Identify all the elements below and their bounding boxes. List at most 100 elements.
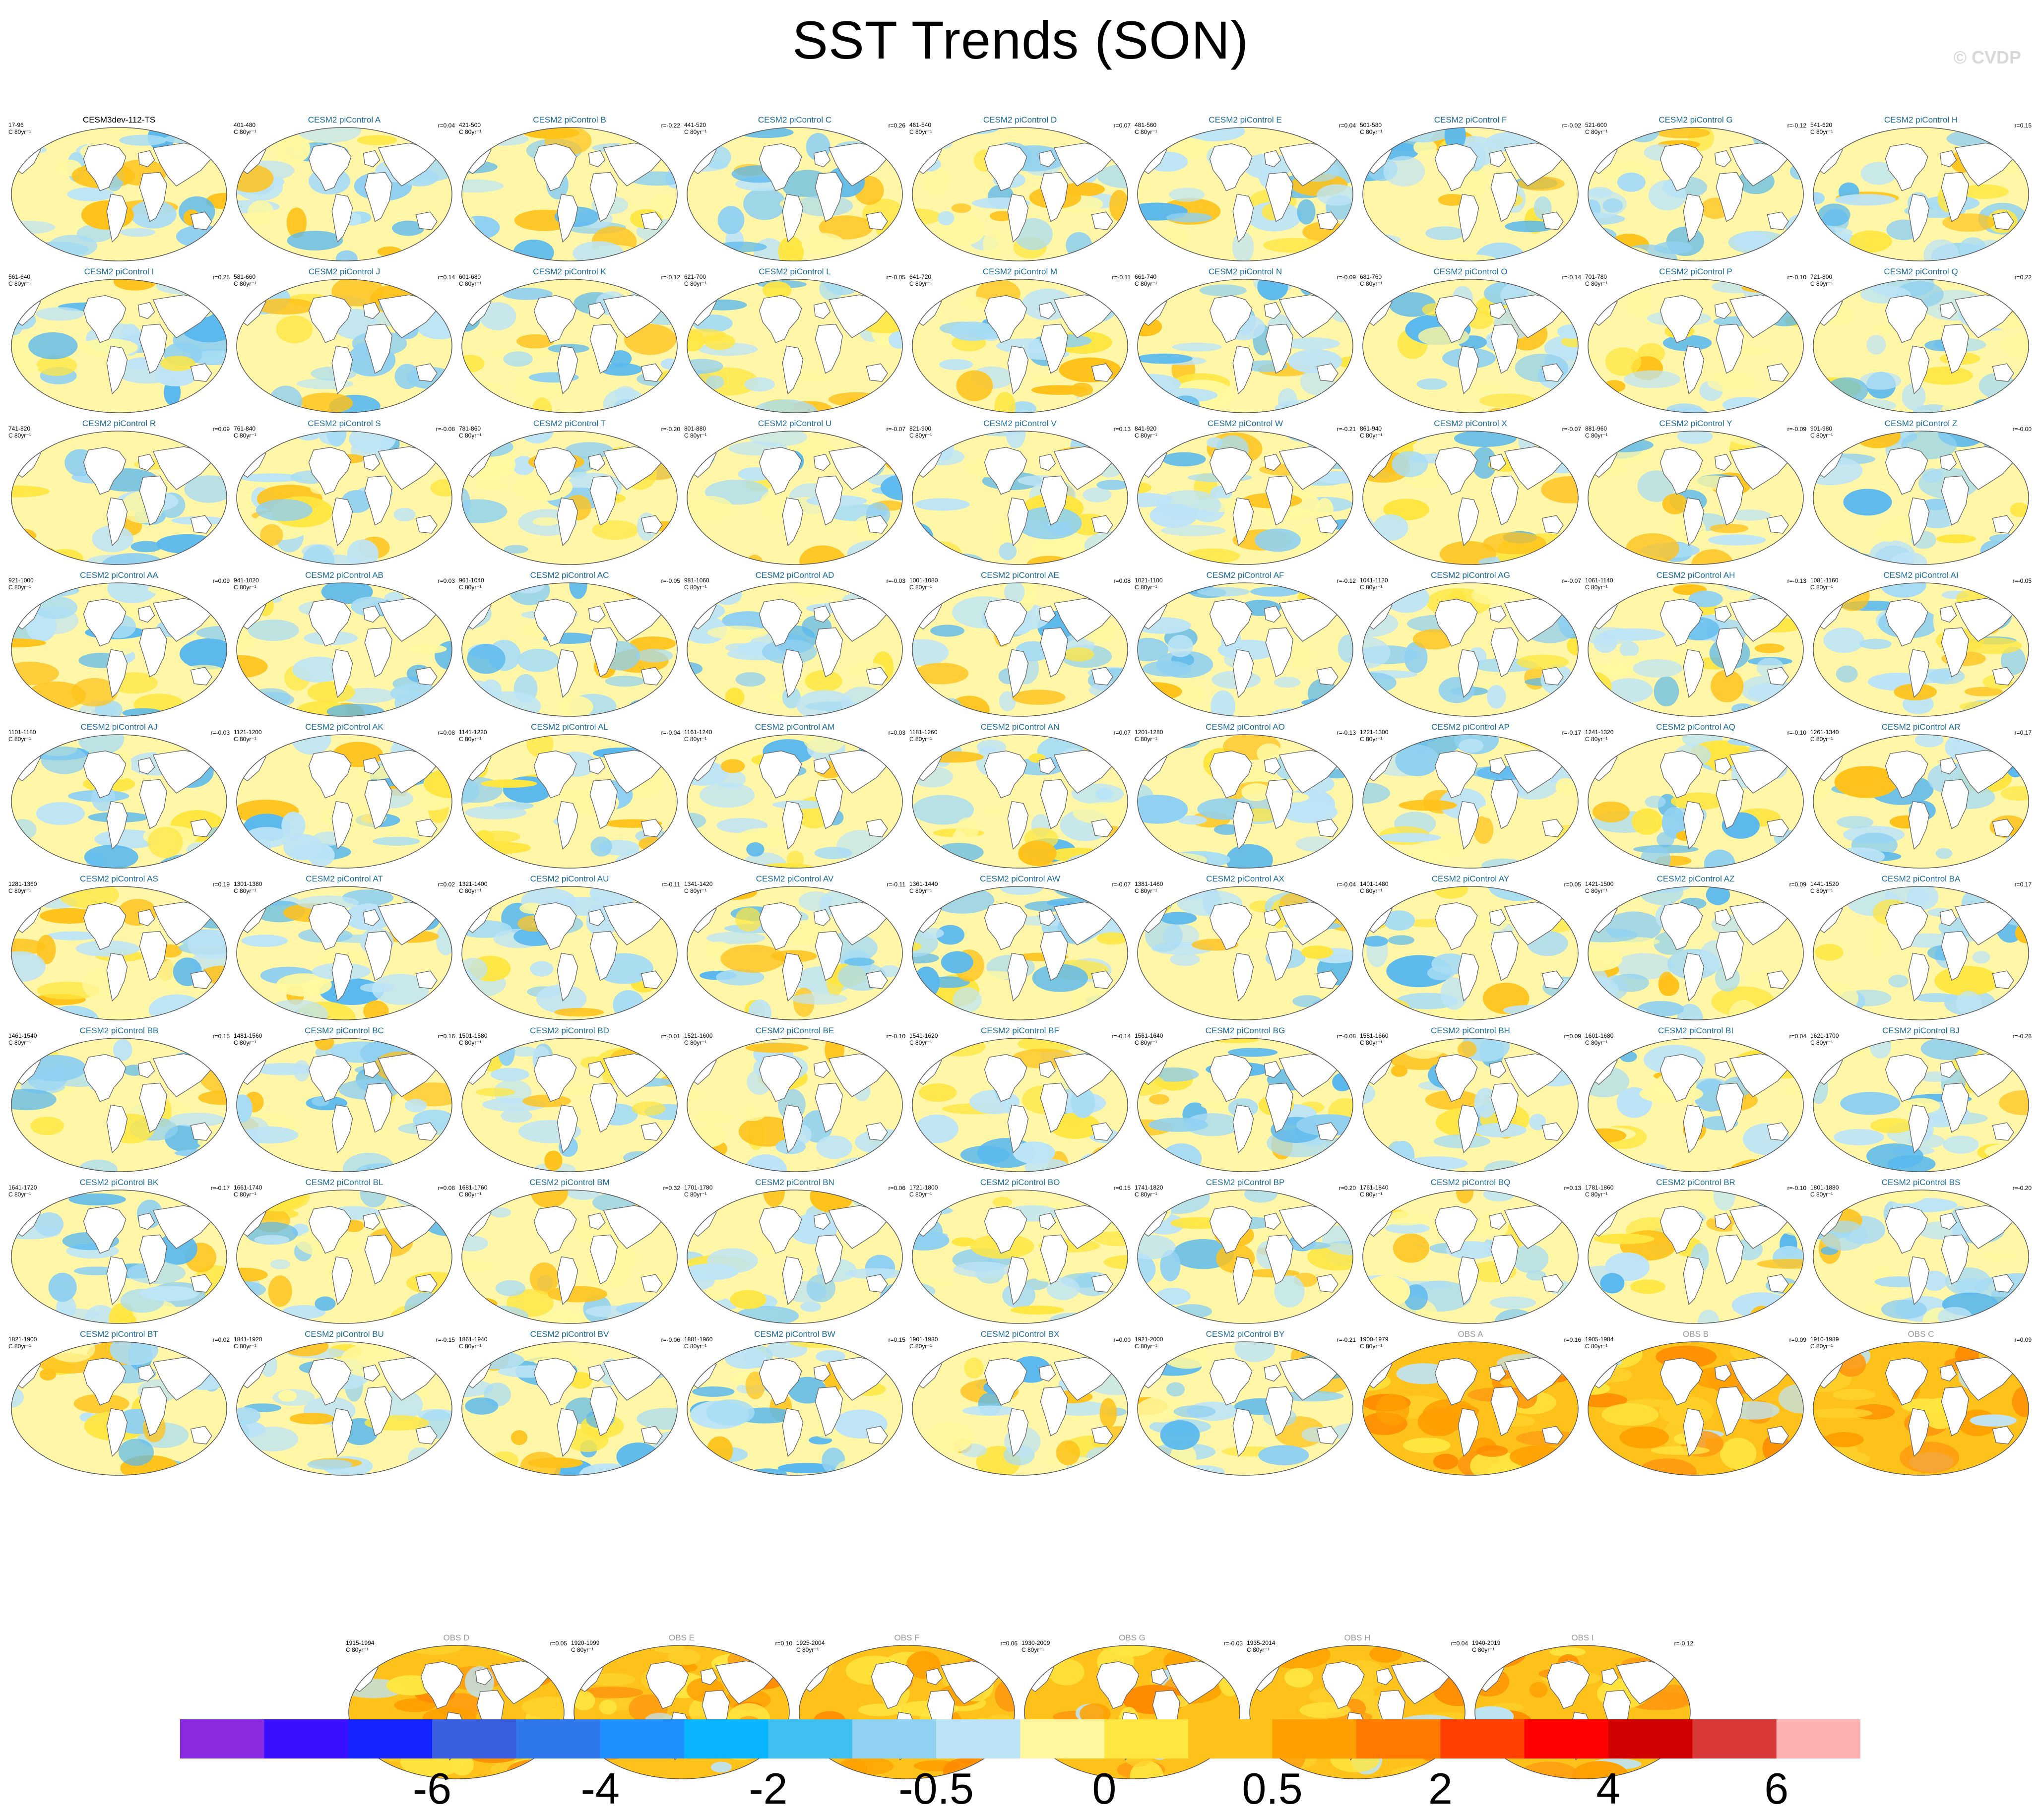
map-panel: CESM2 piControl K 601-680 C 80yr⁻¹ r=-0.12: [457, 267, 682, 416]
panel-years: 721-800: [1810, 273, 1833, 280]
panel-correlation: r=0.03: [438, 577, 455, 584]
panel-unit: C 80yr⁻¹: [234, 1343, 256, 1350]
panel-years: 1201-1280: [1135, 729, 1163, 736]
sst-trend-map: [236, 1190, 452, 1324]
map-panel: CESM2 piControl AZ 1421-1500 C 80yr⁻¹ r=0.0…: [1583, 874, 1808, 1023]
panel-title: CESM2 piControl Y: [1659, 419, 1732, 428]
map-panel: CESM2 piControl AG 1041-1120 C 80yr⁻¹ r=-0.…: [1358, 570, 1583, 719]
sst-trend-map: [11, 1190, 227, 1324]
panel-years: 581-660: [234, 273, 256, 280]
panel-years: 1681-1760: [459, 1184, 488, 1191]
colorbar-tick-label: 2: [1428, 1764, 1453, 1813]
colorbar-swatch: [1608, 1719, 1693, 1758]
panel-correlation: r=0.04: [438, 122, 455, 129]
panel-unit: C 80yr⁻¹: [459, 1191, 482, 1198]
panel-unit: C 80yr⁻¹: [571, 1646, 594, 1653]
panel-unit: C 80yr⁻¹: [8, 736, 31, 743]
panel-unit: C 80yr⁻¹: [1135, 280, 1157, 287]
panel-years: 1925-2004: [796, 1639, 825, 1646]
map-panel: CESM3dev-112-TS 17-96 C 80yr⁻¹: [6, 115, 232, 264]
panel-title: OBS B: [1683, 1329, 1709, 1339]
panel-unit: C 80yr⁻¹: [234, 128, 256, 135]
panel-years: 1241-1320: [1585, 729, 1614, 736]
map-panel: CESM2 piControl BT 1821-1900 C 80yr⁻¹ r=0.0…: [6, 1329, 232, 1478]
panel-title: CESM2 piControl AC: [530, 570, 609, 580]
sst-trend-map: [1588, 1341, 1804, 1476]
panel-title: CESM2 piControl BH: [1431, 1026, 1510, 1035]
panel-years: 701-780: [1585, 273, 1607, 280]
panel-unit: C 80yr⁻¹: [1585, 1039, 1608, 1046]
sst-trend-map: [1137, 582, 1353, 717]
panel-years: 1521-1600: [684, 1032, 713, 1039]
panel-title: CESM2 piControl AN: [980, 722, 1060, 732]
sst-trend-map: [11, 127, 227, 261]
panel-years: 401-480: [234, 122, 256, 128]
colorbar-swatch: [432, 1719, 516, 1758]
map-panel: CESM2 piControl BF 1541-1620 C 80yr⁻¹ r=-0.…: [907, 1026, 1133, 1175]
panel-unit: C 80yr⁻¹: [1810, 584, 1833, 591]
panel-title: CESM2 piControl Q: [1884, 267, 1958, 276]
colorbar-swatch: [1188, 1719, 1273, 1758]
sst-trend-map: [687, 1341, 903, 1476]
panel-title: CESM2 piControl BG: [1205, 1026, 1285, 1035]
panel-correlation: r=-0.10: [1787, 729, 1806, 736]
panel-years: 1261-1340: [1810, 729, 1839, 736]
map-panel: CESM2 piControl BM 1681-1760 C 80yr⁻¹ r=0.3…: [457, 1178, 682, 1326]
map-panel: CESM2 piControl AD 981-1060 C 80yr⁻¹ r=-0.0…: [682, 570, 907, 719]
map-panel: OBS E 1920-1999 C 80yr⁻¹ r=0.10: [569, 1633, 794, 1782]
sst-trend-map: [687, 127, 903, 261]
colorbar-swatch: [1440, 1719, 1525, 1758]
sst-trend-map: [1137, 279, 1353, 413]
colorbar-labels: -6 -4 -2 -0.5 0 0.5 2 4 6: [0, 1763, 2041, 1813]
panel-unit: C 80yr⁻¹: [1472, 1646, 1495, 1653]
panel-years: 461-540: [909, 122, 932, 128]
colorbar-tick-label: -0.5: [898, 1764, 974, 1813]
panel-correlation: r=0.04: [1789, 1033, 1806, 1040]
panel-title: CESM2 piControl BI: [1658, 1026, 1734, 1035]
panel-unit: C 80yr⁻¹: [8, 280, 31, 287]
panel-years: 421-500: [459, 122, 481, 128]
panel-years: 1915-1994: [346, 1639, 375, 1646]
panel-unit: C 80yr⁻¹: [1135, 736, 1157, 743]
panel-correlation: r=-0.08: [1337, 1033, 1356, 1040]
panel-years: 521-600: [1585, 122, 1607, 128]
panel-years: 1541-1620: [909, 1032, 938, 1039]
sst-trend-map: [236, 1038, 452, 1172]
map-panel: CESM2 piControl V 821-900 C 80yr⁻¹ r=0.13: [907, 419, 1133, 567]
panel-years: 1061-1140: [1585, 577, 1613, 584]
colorbar-swatch: [1776, 1719, 1860, 1758]
sst-trend-map: [236, 886, 452, 1020]
panel-correlation: r=-0.17: [1562, 729, 1581, 736]
panel-correlation: r=0.17: [2014, 881, 2032, 888]
panel-unit: C 80yr⁻¹: [1360, 1191, 1383, 1198]
panel-title: CESM3dev-112-TS: [82, 115, 156, 125]
colorbar-tick-label: -2: [749, 1764, 788, 1813]
panel-title: CESM2 piControl AH: [1656, 570, 1735, 580]
panel-correlation: r=0.14: [438, 274, 455, 281]
panel-title: OBS H: [1344, 1633, 1371, 1642]
map-panel: OBS H 1935-2014 C 80yr⁻¹ r=0.04: [1245, 1633, 1470, 1782]
panel-correlation: r=-0.22: [661, 122, 680, 129]
panel-title: CESM2 piControl AI: [1883, 570, 1959, 580]
panel-correlation: r=0.02: [438, 881, 455, 888]
sst-trend-map: [1813, 1038, 2029, 1172]
map-panel: CESM2 piControl AY 1401-1480 C 80yr⁻¹ r=0.0…: [1358, 874, 1583, 1023]
map-panel: CESM2 piControl X 861-940 C 80yr⁻¹ r=-0.07: [1358, 419, 1583, 567]
panel-correlation: r=0.19: [212, 881, 230, 888]
panel-years: 1001-1080: [909, 577, 938, 584]
panel-title: CESM2 piControl AE: [981, 570, 1059, 580]
sst-trend-map: [1137, 431, 1353, 565]
panel-years: 1940-2019: [1472, 1639, 1501, 1646]
panel-correlation: r=-0.21: [1337, 426, 1356, 433]
sst-trend-map: [1137, 127, 1353, 261]
panel-correlation: r=-0.21: [1337, 1336, 1356, 1343]
panel-unit: C 80yr⁻¹: [909, 128, 932, 135]
panel-title: CESM2 piControl BD: [530, 1026, 609, 1035]
sst-trend-map: [912, 279, 1128, 413]
panel-correlation: r=0.10: [775, 1640, 792, 1647]
panel-unit: C 80yr⁻¹: [1360, 887, 1383, 894]
panel-years: 1401-1480: [1360, 880, 1389, 887]
sst-trend-map: [574, 1645, 790, 1779]
sst-trend-map: [1024, 1645, 1240, 1779]
sst-trend-map: [1588, 127, 1804, 261]
